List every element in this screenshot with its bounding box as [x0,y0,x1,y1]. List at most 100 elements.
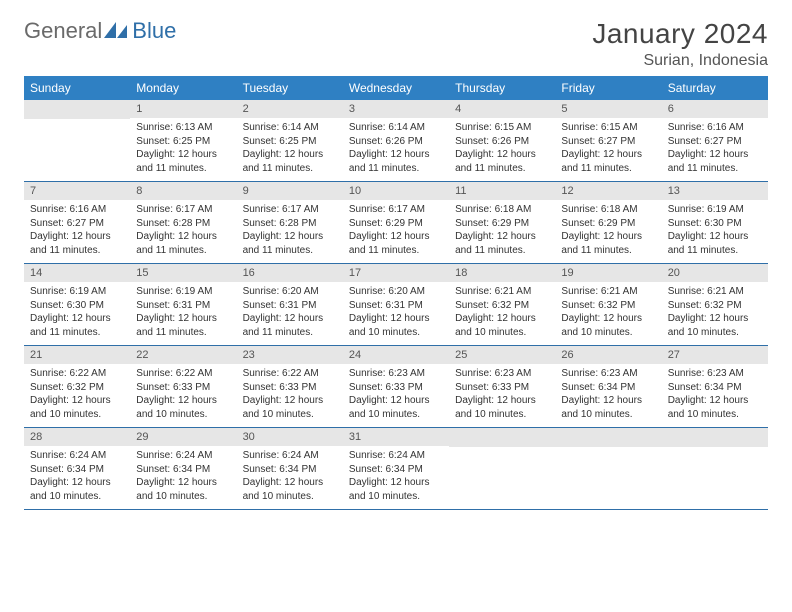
sunset-value: 6:34 PM [386,464,423,475]
sunset-label: Sunset: [668,218,702,229]
day-details: Sunrise: 6:22 AMSunset: 6:33 PMDaylight:… [130,364,236,427]
sunrise-line: Sunrise: 6:19 AM [668,203,762,217]
sunrise-value: 6:19 AM [69,286,106,297]
daylight-label: Daylight: [136,477,175,488]
sunrise-line: Sunrise: 6:23 AM [668,367,762,381]
sunrise-line: Sunrise: 6:13 AM [136,121,230,135]
daylight-label: Daylight: [349,231,388,242]
daylight-line: Daylight: 12 hours and 11 minutes. [668,148,762,175]
sunrise-label: Sunrise: [349,204,386,215]
sunrise-label: Sunrise: [30,286,67,297]
day-number: 9 [237,182,343,200]
daylight-label: Daylight: [349,477,388,488]
sunrise-value: 6:20 AM [388,286,425,297]
sunset-value: 6:27 PM [67,218,104,229]
day-number: 7 [24,182,130,200]
daylight-label: Daylight: [455,395,494,406]
daylight-label: Daylight: [561,231,600,242]
sunset-label: Sunset: [349,218,383,229]
sunrise-line: Sunrise: 6:22 AM [136,367,230,381]
sunset-value: 6:27 PM [704,136,741,147]
day-number: 20 [662,264,768,282]
day-details: Sunrise: 6:16 AMSunset: 6:27 PMDaylight:… [662,118,768,181]
day-number: 14 [24,264,130,282]
sunrise-line: Sunrise: 6:24 AM [30,449,124,463]
day-details: Sunrise: 6:15 AMSunset: 6:26 PMDaylight:… [449,118,555,181]
sunset-value: 6:29 PM [598,218,635,229]
empty-day-number [662,428,768,447]
sunrise-value: 6:18 AM [495,204,532,215]
sunrise-line: Sunrise: 6:21 AM [561,285,655,299]
sunset-label: Sunset: [561,300,595,311]
sunrise-line: Sunrise: 6:18 AM [455,203,549,217]
weekday-header: Tuesday [237,76,343,100]
calendar-table: SundayMondayTuesdayWednesdayThursdayFrid… [24,76,768,510]
calendar-header-row: SundayMondayTuesdayWednesdayThursdayFrid… [24,76,768,100]
day-number: 2 [237,100,343,118]
sunset-value: 6:33 PM [279,382,316,393]
sunset-label: Sunset: [561,136,595,147]
sunrise-label: Sunrise: [243,204,280,215]
sunrise-label: Sunrise: [668,122,705,133]
sunrise-value: 6:21 AM [495,286,532,297]
sunrise-label: Sunrise: [136,286,173,297]
day-details: Sunrise: 6:19 AMSunset: 6:31 PMDaylight:… [130,282,236,345]
weekday-header: Saturday [662,76,768,100]
sunrise-label: Sunrise: [30,450,67,461]
daylight-line: Daylight: 12 hours and 10 minutes. [455,312,549,339]
sunrise-label: Sunrise: [668,204,705,215]
sunrise-label: Sunrise: [243,122,280,133]
sunset-value: 6:27 PM [598,136,635,147]
sunset-label: Sunset: [136,464,170,475]
calendar-cell: 9Sunrise: 6:17 AMSunset: 6:28 PMDaylight… [237,182,343,264]
sunset-label: Sunset: [455,300,489,311]
daylight-label: Daylight: [349,313,388,324]
day-details: Sunrise: 6:24 AMSunset: 6:34 PMDaylight:… [24,446,130,509]
day-details: Sunrise: 6:15 AMSunset: 6:27 PMDaylight:… [555,118,661,181]
sunrise-label: Sunrise: [668,286,705,297]
page-title: January 2024 [592,18,768,50]
title-block: January 2024 Surian, Indonesia [592,18,768,70]
calendar-week-row: 21Sunrise: 6:22 AMSunset: 6:32 PMDayligh… [24,346,768,428]
sunrise-label: Sunrise: [243,286,280,297]
daylight-label: Daylight: [455,313,494,324]
sunset-label: Sunset: [243,218,277,229]
day-number: 31 [343,428,449,446]
sunrise-value: 6:20 AM [282,286,319,297]
daylight-label: Daylight: [668,231,707,242]
weekday-header: Monday [130,76,236,100]
logo: General Blue [24,18,176,44]
calendar-cell: 1Sunrise: 6:13 AMSunset: 6:25 PMDaylight… [130,100,236,182]
location-label: Surian, Indonesia [592,52,768,70]
sunrise-label: Sunrise: [455,286,492,297]
sunset-value: 6:31 PM [173,300,210,311]
sunset-label: Sunset: [30,464,64,475]
weekday-header: Friday [555,76,661,100]
calendar-cell [555,428,661,510]
sunrise-label: Sunrise: [30,204,67,215]
sunset-line: Sunset: 6:33 PM [349,381,443,395]
daylight-line: Daylight: 12 hours and 10 minutes. [349,476,443,503]
sunrise-value: 6:16 AM [707,122,744,133]
sunrise-label: Sunrise: [668,368,705,379]
sunrise-line: Sunrise: 6:23 AM [349,367,443,381]
sunset-label: Sunset: [243,300,277,311]
calendar-cell: 2Sunrise: 6:14 AMSunset: 6:25 PMDaylight… [237,100,343,182]
sunset-label: Sunset: [243,136,277,147]
day-number: 6 [662,100,768,118]
weekday-header: Sunday [24,76,130,100]
sunset-value: 6:32 PM [492,300,529,311]
empty-day-number [24,100,130,119]
daylight-line: Daylight: 12 hours and 10 minutes. [136,476,230,503]
daylight-line: Daylight: 12 hours and 10 minutes. [349,394,443,421]
sunset-label: Sunset: [136,300,170,311]
day-number: 18 [449,264,555,282]
sunrise-label: Sunrise: [349,122,386,133]
sunrise-line: Sunrise: 6:21 AM [668,285,762,299]
sunset-label: Sunset: [30,218,64,229]
sunset-line: Sunset: 6:26 PM [349,135,443,149]
daylight-line: Daylight: 12 hours and 11 minutes. [30,230,124,257]
sunrise-label: Sunrise: [455,122,492,133]
sunset-line: Sunset: 6:30 PM [668,217,762,231]
day-number: 22 [130,346,236,364]
